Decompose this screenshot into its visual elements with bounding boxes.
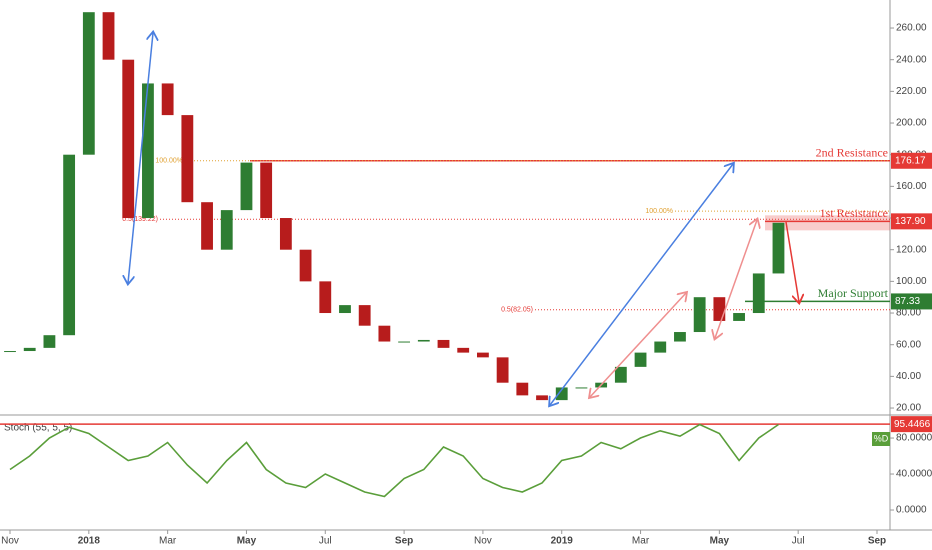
candle	[378, 325, 391, 342]
x-tick-label: 2019	[551, 536, 574, 547]
arrows	[128, 33, 799, 405]
y-tick-label: 40.0000	[896, 469, 932, 480]
candle	[181, 115, 194, 203]
stoch-line	[9, 423, 779, 498]
y-tick-label: 240.00	[896, 54, 927, 65]
candle	[240, 162, 253, 211]
candle	[43, 335, 56, 348]
candle	[516, 382, 529, 396]
y-tick-label: 20.00	[896, 403, 921, 414]
candle	[339, 305, 351, 314]
candle	[82, 12, 95, 155]
candle	[23, 347, 36, 352]
price-tag	[891, 293, 932, 310]
price-tag	[891, 213, 932, 230]
x-tick-label: May	[710, 536, 730, 547]
arrow	[715, 220, 757, 338]
fib-label: 100.00%	[645, 208, 673, 215]
candle	[279, 218, 292, 250]
candle	[260, 162, 273, 219]
y-tick-label: 260.00	[896, 23, 927, 34]
arrow	[550, 164, 733, 405]
y-tick-label: 80.0000	[896, 433, 932, 444]
candle	[575, 387, 588, 389]
candle	[319, 281, 332, 314]
candle	[634, 352, 647, 367]
indicator-title: Stoch (55, 5, 5)	[4, 423, 72, 434]
candle	[4, 351, 16, 353]
level-label: 2nd Resistance	[816, 146, 888, 160]
legend-tag	[872, 432, 890, 446]
y-tick-label: 120.00	[896, 244, 927, 255]
candle	[713, 297, 726, 321]
candle	[220, 210, 233, 250]
candle	[476, 352, 489, 358]
arrow	[785, 221, 799, 302]
candle	[358, 305, 371, 326]
x-tick-label: May	[237, 536, 257, 547]
candle	[437, 339, 450, 348]
x-tick-label: Jul	[792, 536, 805, 547]
x-tick-label: Nov	[474, 536, 492, 547]
price-tag-label: 95.4466	[894, 419, 931, 430]
y-tick-label: 220.00	[896, 86, 927, 97]
candle	[63, 154, 76, 336]
candle	[201, 202, 213, 250]
price-tag-label: 137.90	[895, 216, 926, 227]
candle	[693, 297, 706, 333]
y-tick-label: 80.00	[896, 308, 921, 319]
price-tag-label: 176.17	[895, 155, 926, 166]
x-tick-label: Sep	[395, 536, 413, 547]
candle	[161, 83, 174, 116]
candle	[674, 332, 686, 342]
candle	[496, 357, 509, 383]
candle	[457, 347, 470, 353]
fib-label: 0.5(82.05)	[501, 307, 533, 314]
candle	[142, 83, 154, 219]
y-tick-label: 100.00	[896, 276, 927, 287]
price-tag	[891, 416, 932, 433]
level-label: Major Support	[818, 286, 889, 300]
x-tick-label: Mar	[632, 536, 650, 547]
arrow	[590, 293, 686, 397]
candle	[772, 222, 785, 274]
level-label: 1st Resistance	[820, 206, 888, 220]
candle	[536, 395, 548, 401]
fib-label: 100.00%	[155, 158, 183, 165]
y-tick-label: 200.00	[896, 118, 927, 129]
price-tag	[891, 152, 932, 169]
y-tick-label: 0.0000	[896, 505, 927, 516]
legend-label: %D	[874, 433, 889, 443]
arrow	[128, 33, 153, 283]
candle	[398, 341, 411, 343]
candle	[102, 12, 115, 60]
x-tick-label: Nov	[1, 536, 19, 547]
x-tick-label: Mar	[159, 536, 177, 547]
candle	[752, 273, 765, 314]
candle	[654, 341, 667, 353]
y-tick-label: 60.00	[896, 339, 921, 350]
y-tick-label: 160.00	[896, 181, 927, 192]
x-tick-label: Sep	[868, 536, 886, 547]
y-tick-label: 40.00	[896, 371, 921, 382]
x-tick-label: Jul	[319, 536, 332, 547]
candle	[122, 59, 135, 219]
x-tick-label: 2018	[78, 536, 101, 547]
candle	[614, 366, 627, 383]
candle	[733, 313, 745, 321]
price-tag-label: 87.33	[895, 296, 920, 307]
candle	[299, 249, 312, 282]
candle	[417, 339, 430, 342]
